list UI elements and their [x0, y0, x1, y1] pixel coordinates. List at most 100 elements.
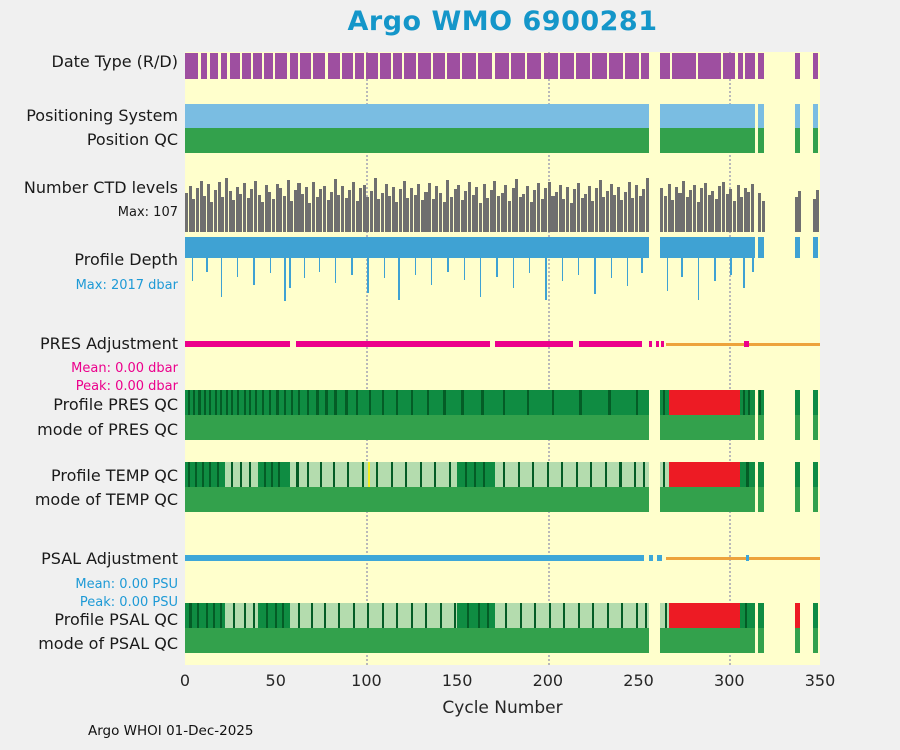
date_type-tick	[310, 53, 314, 79]
temp_qc-segment	[669, 462, 741, 487]
pres_mode-segment	[758, 415, 764, 440]
ctd-bar	[486, 198, 490, 232]
ctd-bar	[362, 184, 366, 232]
ctd-bar	[272, 198, 276, 232]
ctd-bar	[540, 198, 544, 232]
psal_qc-tick	[744, 603, 747, 628]
temp_qc-tick	[419, 462, 422, 487]
date_type-tick	[218, 53, 221, 79]
ctd-bar	[297, 183, 301, 232]
pres_qc-tick	[298, 390, 301, 415]
ctd-bar	[518, 197, 522, 232]
ctd-bar	[304, 187, 308, 232]
psal_adj-segment	[185, 555, 644, 561]
ctd-bar	[551, 195, 555, 232]
temp_mode-segment	[660, 487, 755, 512]
temp_qc-tick	[263, 462, 266, 487]
pres_mode-segment	[812, 415, 819, 440]
pres_mode-segment	[185, 415, 650, 440]
pres_qc-tick	[325, 390, 328, 415]
psal_qc-tick	[338, 603, 341, 628]
temp_qc-tick	[746, 462, 749, 487]
depth-spike	[666, 237, 669, 291]
pres_qc-tick	[316, 390, 319, 415]
date_type-tick	[573, 53, 577, 79]
ctd-bar	[478, 202, 482, 232]
pres_qc-tick	[381, 390, 384, 415]
temp_qc-tick	[187, 462, 190, 487]
depth-spike	[752, 237, 754, 272]
psal_qc-tick	[189, 603, 192, 628]
ctd-bar	[761, 200, 765, 232]
pres_qc-tick	[579, 390, 582, 415]
psal_qc-tick	[205, 603, 208, 628]
ctd-bar	[315, 197, 319, 232]
plot-area	[185, 52, 820, 665]
psal_qc-tick	[232, 603, 236, 628]
pres_adj-segment	[185, 341, 291, 347]
ctd-bar	[751, 183, 755, 232]
ctd-bar	[413, 194, 417, 232]
label-psal-mean: Mean: 0.00 PSU	[75, 577, 178, 592]
psal_qc-tick	[352, 603, 355, 628]
psal_adj-segment	[656, 555, 663, 561]
ctd-bar	[319, 188, 323, 232]
x-tick-label-250: 250	[623, 671, 654, 690]
gridline-x-200	[547, 52, 550, 665]
date_type-tick	[735, 53, 738, 79]
psal_qc-tick	[519, 603, 522, 628]
psal_qc-tick	[410, 603, 413, 628]
position_qc-segment	[660, 128, 755, 153]
pres_qc-tick	[742, 390, 745, 415]
pres_qc-tick	[427, 390, 430, 415]
psal_qc-tick	[477, 603, 480, 628]
depth-spike	[351, 237, 353, 276]
psal_qc-segment	[758, 603, 764, 628]
gridline-x-300	[729, 52, 732, 665]
label-temp-qc: Profile TEMP QC	[50, 466, 178, 485]
pres_qc-tick	[269, 390, 272, 415]
ctd-bar	[580, 197, 584, 232]
temp_qc-tick	[202, 462, 205, 487]
pres_adj-segment	[495, 341, 574, 347]
psal_qc-segment	[495, 603, 650, 628]
temp_qc-tick	[532, 462, 535, 487]
pres_qc-tick	[231, 390, 234, 415]
ctd-bar	[391, 186, 395, 232]
ctd-bar	[235, 186, 239, 232]
ctd-bar	[722, 181, 726, 232]
pres_qc-tick	[410, 390, 413, 415]
ctd-bar	[399, 189, 403, 232]
ctd-bar	[206, 184, 210, 232]
ctd-bar	[671, 199, 675, 232]
pres_qc-tick	[759, 390, 762, 415]
ctd-bar	[663, 195, 667, 232]
ctd-bar	[489, 189, 493, 232]
psal_qc-segment	[185, 603, 225, 628]
pres_qc-tick	[187, 390, 190, 415]
ctd-bar	[224, 178, 228, 232]
date_type-tick	[430, 53, 433, 79]
psal_qc-segment	[457, 603, 496, 628]
x-axis-tick-labels: 0 50 100 150 200 250 300 350	[180, 671, 835, 693]
ctd-bar	[714, 198, 718, 232]
ctd-bar	[228, 191, 232, 232]
temp_mode-segment	[812, 487, 819, 512]
depth-band	[660, 237, 755, 258]
ctd-bar	[322, 185, 326, 232]
ctd-bar	[711, 190, 715, 232]
date_type-tick	[287, 53, 290, 79]
depth-spike	[496, 237, 498, 277]
pres_qc-tick	[225, 390, 228, 415]
date_type-tick	[459, 53, 462, 79]
depth-spike	[641, 237, 643, 274]
pres_adj-segment	[743, 341, 750, 347]
ctd-bar	[602, 196, 606, 232]
ctd-bar	[442, 202, 446, 232]
ctd-bar	[682, 181, 686, 232]
temp_qc-segment	[758, 462, 764, 487]
depth-spike	[236, 237, 239, 277]
date_type-tick	[401, 53, 404, 79]
temp_qc-tick	[240, 462, 243, 487]
pres_qc-tick	[214, 390, 217, 415]
